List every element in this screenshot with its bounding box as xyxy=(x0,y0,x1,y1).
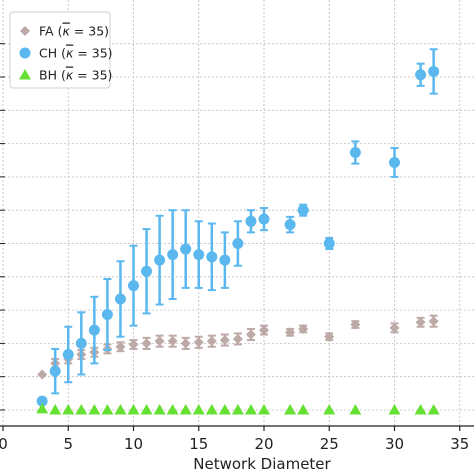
legend-label: FA (κ = 35) xyxy=(39,24,109,39)
x-tick-label: 25 xyxy=(320,435,339,453)
data-point xyxy=(115,341,126,352)
data-point xyxy=(415,69,427,81)
data-point xyxy=(428,316,439,327)
data-point xyxy=(323,238,335,249)
data-point xyxy=(259,325,269,336)
data-point xyxy=(415,317,426,328)
x-axis-title: Network Diameter xyxy=(193,455,331,473)
data-point xyxy=(140,404,153,415)
data-point xyxy=(101,309,113,321)
data-point xyxy=(114,293,126,305)
data-point xyxy=(323,404,336,415)
data-point xyxy=(88,324,100,336)
data-point xyxy=(180,243,192,255)
data-point xyxy=(36,402,49,414)
data-point xyxy=(297,204,309,216)
x-tick-label: 5 xyxy=(63,435,73,453)
data-point xyxy=(166,404,179,415)
x-tick-label: 10 xyxy=(124,435,143,453)
data-point xyxy=(205,404,218,415)
data-point xyxy=(414,404,427,415)
data-point xyxy=(244,404,257,415)
data-point xyxy=(349,146,361,158)
data-point xyxy=(298,323,309,334)
data-marks xyxy=(36,48,440,415)
x-tick-label: 30 xyxy=(385,435,404,453)
data-point xyxy=(101,404,114,415)
x-tick-label: 0 xyxy=(0,435,8,453)
data-point xyxy=(258,404,270,415)
x-ticks: 0 5 10 15 20 25 30 35 xyxy=(0,426,469,453)
data-point xyxy=(128,280,139,292)
data-point xyxy=(350,319,361,330)
data-point xyxy=(37,369,48,380)
data-point xyxy=(153,404,166,415)
data-point xyxy=(206,336,217,347)
data-point xyxy=(245,329,256,340)
data-point xyxy=(75,404,88,415)
data-point xyxy=(193,249,205,261)
data-point xyxy=(389,156,400,168)
data-point xyxy=(245,215,257,227)
data-point xyxy=(231,404,244,415)
data-point xyxy=(389,322,400,333)
data-point xyxy=(232,238,244,249)
data-point xyxy=(62,404,75,415)
data-point xyxy=(180,338,191,349)
data-point xyxy=(36,395,48,407)
data-point xyxy=(192,404,205,415)
data-point xyxy=(141,265,153,277)
data-point xyxy=(349,404,362,415)
legend-label: CH (κ = 35) xyxy=(39,46,113,61)
x-tick-label: 35 xyxy=(450,435,469,453)
data-point xyxy=(141,338,152,349)
data-point xyxy=(284,219,296,231)
data-point xyxy=(427,404,440,415)
legend-marker xyxy=(19,69,31,80)
data-point xyxy=(127,404,140,415)
data-point xyxy=(206,251,218,263)
data-point xyxy=(49,404,62,415)
data-point xyxy=(88,404,101,415)
data-point xyxy=(388,404,401,415)
data-point xyxy=(232,333,243,344)
legend-box xyxy=(9,11,111,89)
data-point xyxy=(219,335,230,346)
data-point xyxy=(324,331,335,342)
data-point xyxy=(285,327,296,338)
data-point xyxy=(167,336,178,347)
x-tick-label: 15 xyxy=(189,435,208,453)
data-point xyxy=(193,337,204,348)
legend-label: BH (κ = 35) xyxy=(39,68,112,83)
data-point xyxy=(128,339,139,350)
data-point xyxy=(219,254,231,266)
data-point xyxy=(258,213,270,225)
data-point xyxy=(179,404,192,415)
data-point xyxy=(218,404,231,415)
legend: FA (κ = 35) CH (κ = 35) BH (κ = 35) xyxy=(9,11,113,89)
data-point xyxy=(284,404,297,415)
legend-marker xyxy=(19,47,31,59)
data-point xyxy=(49,365,61,377)
data-point xyxy=(297,404,310,415)
series-2 xyxy=(36,402,440,415)
x-tick-label: 20 xyxy=(254,435,273,453)
data-point xyxy=(428,65,440,77)
data-point xyxy=(62,349,74,360)
data-point xyxy=(114,404,127,415)
data-point xyxy=(154,254,166,266)
data-point xyxy=(75,337,87,349)
data-point xyxy=(167,249,179,261)
legend-marker xyxy=(20,26,30,36)
data-point xyxy=(154,336,165,347)
